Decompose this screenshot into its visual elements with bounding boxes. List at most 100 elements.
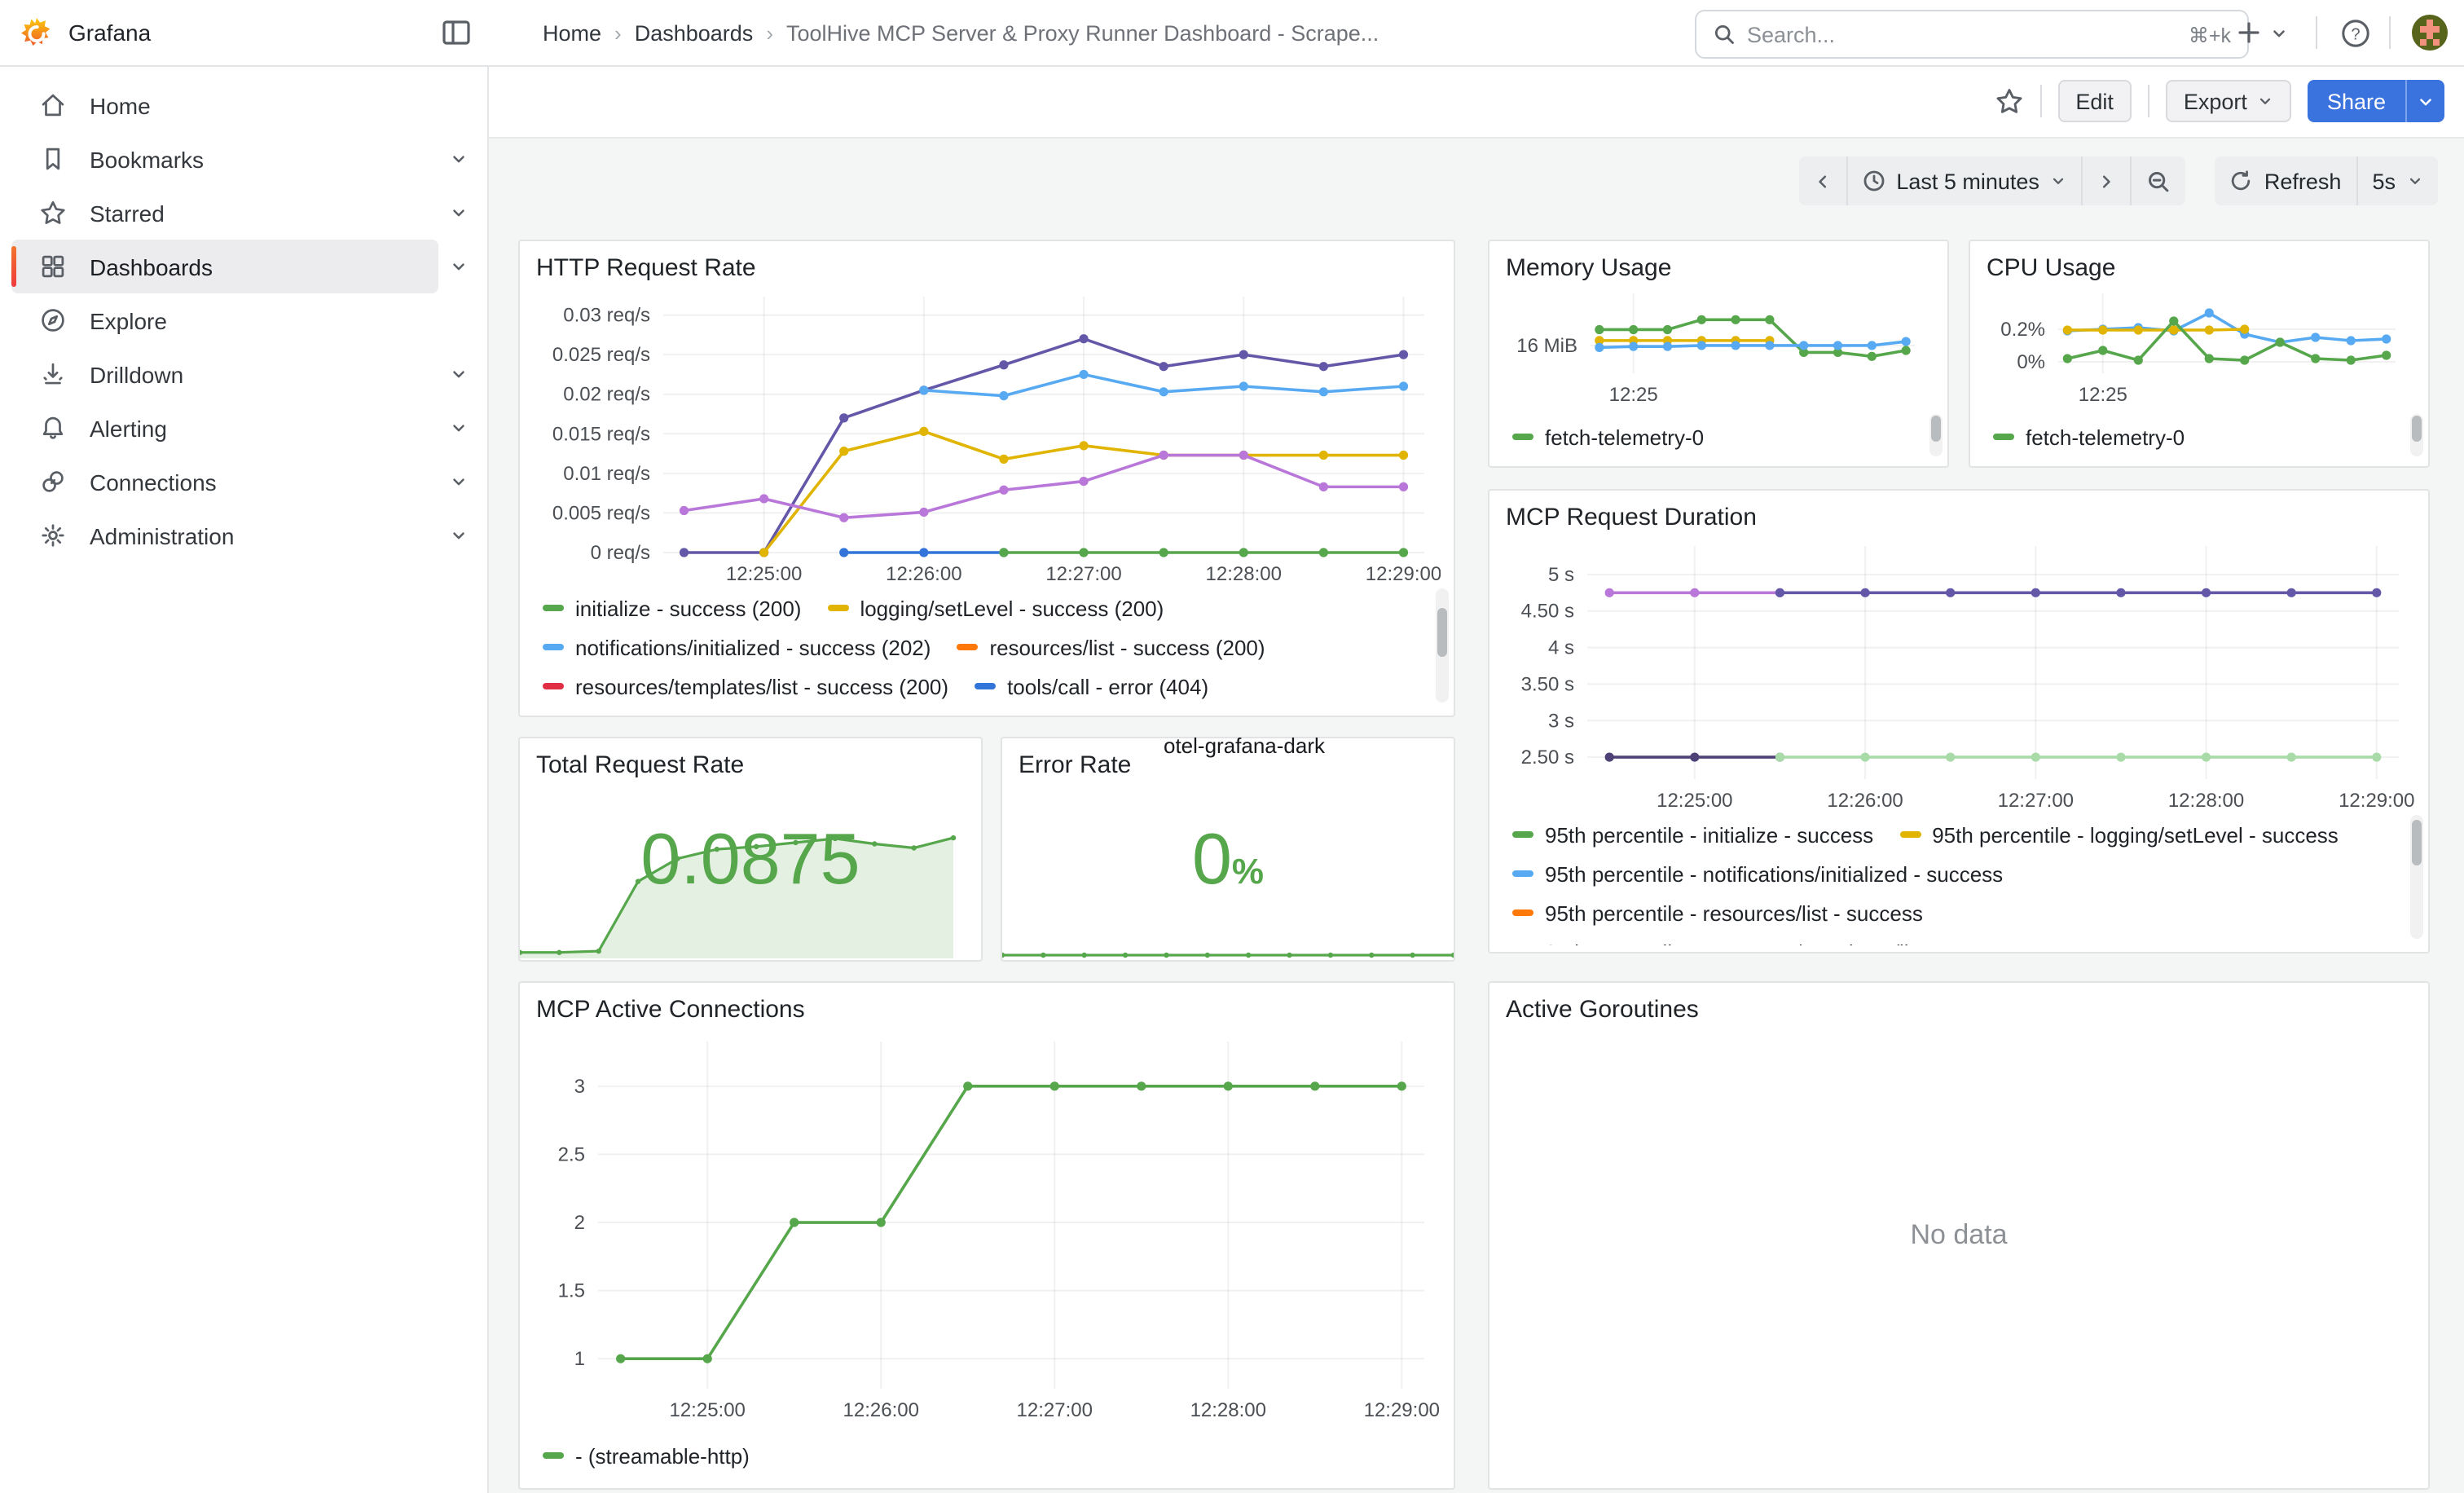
time-shift-forward-button[interactable] xyxy=(2082,156,2131,205)
legend-item[interactable]: 95th percentile - initialize - success xyxy=(1512,815,1873,854)
legend-color-chip xyxy=(1512,434,1533,441)
sidebar-item-dashboards[interactable]: Dashboards xyxy=(11,240,438,293)
sidebar-item-drilldown[interactable]: Drilldown xyxy=(11,347,438,401)
legend-color-chip xyxy=(827,605,848,612)
data-point xyxy=(1224,1081,1233,1090)
favorite-star-icon[interactable] xyxy=(1994,86,2023,116)
sidebar-item-explore[interactable]: Explore xyxy=(11,293,438,347)
svg-text:12:28:00: 12:28:00 xyxy=(1190,1399,1266,1421)
data-point xyxy=(1079,370,1088,379)
panel-title[interactable]: CPU Usage xyxy=(1970,241,2115,282)
export-button[interactable]: Export xyxy=(2166,80,2291,122)
sidebar-item-bookmarks[interactable]: Bookmarks xyxy=(11,132,438,186)
legend-item[interactable]: resources/list - success (200) xyxy=(957,628,1265,667)
legend-item[interactable]: 95th percentile - resources/list - succe… xyxy=(1512,893,1923,932)
mcp-request-duration-chart[interactable]: 12:25:0012:26:0012:27:0012:28:0012:29:00… xyxy=(1503,536,2415,817)
data-point xyxy=(1319,548,1328,557)
legend-color-chip xyxy=(975,683,996,690)
legend-scrollbar xyxy=(2410,414,2423,456)
panel-title[interactable]: MCP Request Duration xyxy=(1489,491,1757,531)
svg-text:5 s: 5 s xyxy=(1548,564,1574,586)
memory-usage-chart[interactable]: 12:2516 MiB xyxy=(1499,284,1931,411)
legend-scrollbar-thumb[interactable] xyxy=(1437,608,1447,657)
legend-item[interactable]: unknown - success (200) xyxy=(1120,706,1388,709)
http-request-rate-chart[interactable]: 12:25:0012:26:0012:27:0012:28:0012:29:00… xyxy=(533,287,1441,590)
legend-item[interactable]: fetch-telemetry-0 xyxy=(1512,417,1704,456)
legend-item[interactable]: resources/templates/list - success (200) xyxy=(543,667,948,706)
breadcrumb-dashboards[interactable]: Dashboards xyxy=(635,20,754,45)
panel-title[interactable]: HTTP Request Rate xyxy=(520,241,756,282)
legend-label: tools/call - error (404) xyxy=(1007,674,1208,698)
svg-text:12:25: 12:25 xyxy=(2079,384,2127,406)
refresh-interval-picker[interactable]: 5s xyxy=(2356,156,2438,205)
dashboard-content: Last 5 minutes Refresh xyxy=(489,137,2464,1493)
dashboard-toolbar: Edit Export Share xyxy=(489,65,2464,139)
legend-item[interactable]: tools/call - success (200) xyxy=(543,706,808,709)
sidebar-item-alerting[interactable]: Alerting xyxy=(11,401,438,455)
brand[interactable]: Grafana xyxy=(20,0,151,65)
zoom-out-time-button[interactable] xyxy=(2131,156,2186,205)
legend-item[interactable]: fetch-telemetry-0 xyxy=(1993,417,2185,456)
sidebar-item-administration[interactable]: Administration xyxy=(11,509,438,562)
legend-item[interactable]: 95th percentile - notifications/initiali… xyxy=(1512,854,2003,893)
breadcrumb-home[interactable]: Home xyxy=(543,20,601,45)
sidebar-item-starred[interactable]: Starred xyxy=(11,186,438,240)
legend-label: fetch-telemetry-0 xyxy=(2026,425,2185,449)
edit-button[interactable]: Edit xyxy=(2057,80,2132,122)
refresh-button[interactable]: Refresh xyxy=(2215,156,2356,205)
data-point xyxy=(1079,477,1088,486)
svg-text:2.50 s: 2.50 s xyxy=(1521,746,1574,769)
search-shortcut: ⌘+k xyxy=(2189,22,2231,46)
share-menu-button[interactable] xyxy=(2405,80,2444,122)
legend-scrollbar-thumb[interactable] xyxy=(1931,416,1941,442)
legend-item[interactable]: 95th percentile - logging/setLevel - suc… xyxy=(1899,815,2339,854)
panel-title[interactable]: Memory Usage xyxy=(1489,241,1671,282)
panel-http-request-rate: HTTP Request Rate 12:25:0012:26:0012:27:… xyxy=(518,240,1455,717)
share-button[interactable]: Share xyxy=(2308,80,2405,122)
data-point xyxy=(839,513,848,522)
data-point xyxy=(1765,315,1774,324)
sidebar-item-home[interactable]: Home xyxy=(11,78,438,132)
svg-text:12:27:00: 12:27:00 xyxy=(1998,790,2074,812)
legend-item[interactable]: 95th percentile - resources/templates/li… xyxy=(1512,932,2021,945)
search-icon xyxy=(1713,23,1736,46)
mcp-active-connections-chart[interactable]: 12:25:0012:26:0012:27:0012:28:0012:29:00… xyxy=(533,1032,1441,1426)
legend-scrollbar-thumb[interactable] xyxy=(2412,820,2422,865)
data-point xyxy=(1159,387,1168,396)
time-shift-back-button[interactable] xyxy=(1798,156,1846,205)
new-button[interactable] xyxy=(2236,0,2288,65)
data-point xyxy=(839,447,848,456)
legend-item[interactable]: tools/list - success (200) xyxy=(834,706,1094,709)
legend-scrollbar xyxy=(1436,588,1449,702)
legend-item[interactable]: logging/setLevel - success (200) xyxy=(827,588,1164,628)
legend-item[interactable]: initialize - success (200) xyxy=(543,588,801,628)
data-point xyxy=(703,1354,712,1363)
svg-text:12:28:00: 12:28:00 xyxy=(1206,563,1282,585)
help-button[interactable]: ? xyxy=(2340,0,2371,65)
legend-label: resources/templates/list - success (200) xyxy=(575,674,948,698)
legend-color-chip xyxy=(1512,909,1533,917)
divider xyxy=(2148,85,2149,117)
legend-color-chip xyxy=(1512,870,1533,878)
svg-text:12:25:00: 12:25:00 xyxy=(669,1399,745,1421)
series-line xyxy=(684,339,1404,553)
refresh-interval-label: 5s xyxy=(2372,169,2396,193)
data-point xyxy=(999,486,1008,495)
panel-title[interactable]: MCP Active Connections xyxy=(520,983,805,1024)
cpu-usage-chart[interactable]: 12:250%0.2% xyxy=(1980,284,2412,411)
sidebar-toggle-icon[interactable] xyxy=(440,16,473,49)
legend-item[interactable]: notifications/initialized - success (202… xyxy=(543,628,931,667)
user-avatar[interactable] xyxy=(2412,15,2448,51)
svg-text:0 req/s: 0 req/s xyxy=(591,542,650,564)
legend-item[interactable]: - (streamable-http) xyxy=(543,1436,750,1475)
svg-text:2: 2 xyxy=(574,1212,585,1234)
breadcrumb-current: ToolHive MCP Server & Proxy Runner Dashb… xyxy=(786,20,1379,45)
legend-scrollbar-thumb[interactable] xyxy=(2412,416,2422,442)
panel-cpu-usage: CPU Usage 12:250%0.2% fetch-telemetry-0 xyxy=(1969,240,2430,468)
refresh-icon xyxy=(2230,170,2253,192)
legend-item[interactable]: tools/call - error (404) xyxy=(975,667,1208,706)
sidebar-item-connections[interactable]: Connections xyxy=(11,455,438,509)
data-point xyxy=(1860,752,1869,761)
search-input[interactable]: Search... ⌘+k xyxy=(1695,10,2249,59)
time-range-picker[interactable]: Last 5 minutes xyxy=(1846,156,2082,205)
